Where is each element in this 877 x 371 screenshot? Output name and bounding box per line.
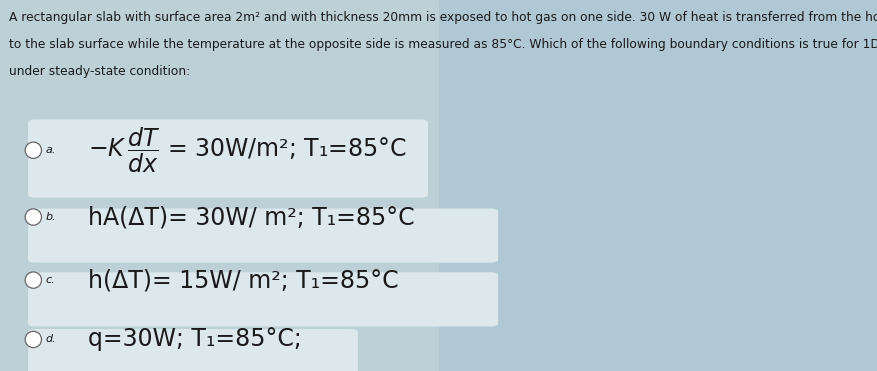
Text: hA(ΔT)= 30W/ m²; T₁=85°C: hA(ΔT)= 30W/ m²; T₁=85°C (88, 205, 414, 229)
FancyBboxPatch shape (28, 272, 498, 326)
Text: d.: d. (46, 335, 56, 344)
FancyBboxPatch shape (28, 329, 358, 371)
Text: to the slab surface while the temperature at the opposite side is measured as 85: to the slab surface while the temperatur… (9, 38, 877, 51)
Text: under steady-state condition:: under steady-state condition: (9, 65, 190, 78)
Ellipse shape (25, 209, 41, 225)
Text: A rectangular slab with surface area 2m² and with thickness 20mm is exposed to h: A rectangular slab with surface area 2m²… (9, 11, 877, 24)
FancyBboxPatch shape (28, 209, 498, 263)
FancyBboxPatch shape (28, 119, 428, 198)
FancyBboxPatch shape (438, 0, 877, 371)
Text: b.: b. (46, 212, 56, 222)
Text: $-K\,\dfrac{dT}{dx}$ = 30W/m²; T₁=85°C: $-K\,\dfrac{dT}{dx}$ = 30W/m²; T₁=85°C (88, 125, 406, 175)
Text: q=30W; T₁=85°C;: q=30W; T₁=85°C; (88, 328, 302, 351)
Ellipse shape (25, 331, 41, 348)
Text: a.: a. (46, 145, 56, 155)
Ellipse shape (25, 142, 41, 158)
Text: c.: c. (46, 275, 55, 285)
Text: h(ΔT)= 15W/ m²; T₁=85°C: h(ΔT)= 15W/ m²; T₁=85°C (88, 268, 398, 292)
Ellipse shape (25, 272, 41, 288)
